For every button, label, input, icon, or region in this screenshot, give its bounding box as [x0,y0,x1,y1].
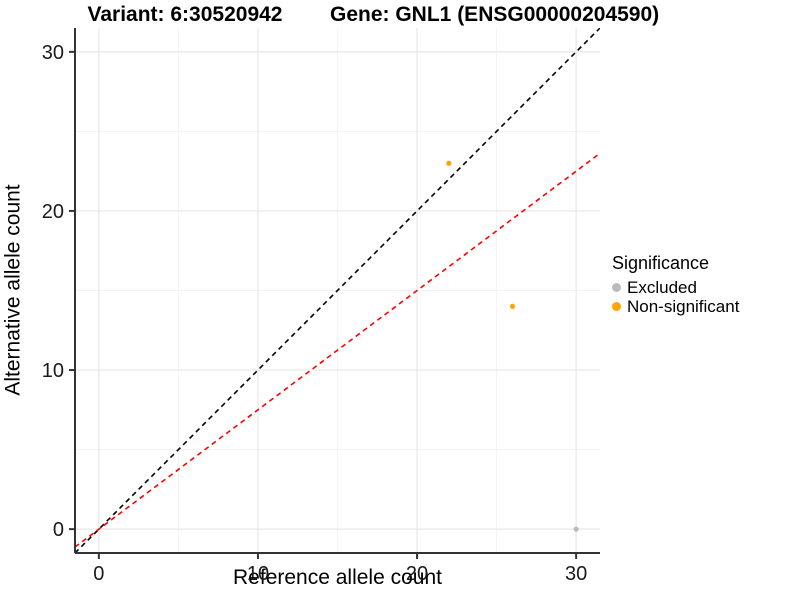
y-tick-label: 10 [42,360,64,382]
y-tick-label: 0 [53,519,64,541]
legend-item-label: Non-significant [627,296,740,316]
x-axis-title: Reference allele count [233,566,442,589]
data-point [509,303,516,310]
legend-item-non-significant: Non-significant [612,297,739,316]
data-point [573,526,579,532]
legend-item-excluded: Excluded [612,278,739,297]
x-tick-label: 20 [406,563,428,585]
identity-line [75,28,600,553]
y-tick-label: 30 [42,42,64,64]
legend-dot-icon [612,283,621,292]
legend: Significance Excluded Non-significant [612,253,739,316]
legend-item-label: Excluded [627,277,697,297]
gene-title: Gene: GNL1 (ENSG00000204590) [330,3,660,26]
y-tick-label: 20 [42,201,64,223]
x-tick-label: 30 [565,563,587,585]
legend-title: Significance [612,253,710,273]
variant-title: Variant: 6:30520942 [87,3,283,26]
x-tick-label: 10 [247,563,269,585]
data-point [446,160,452,166]
legend-items: Excluded Non-significant [612,278,739,316]
legend-dot-icon [612,302,621,311]
x-tick-label: 0 [93,563,104,585]
expected-ratio-line [75,152,600,548]
